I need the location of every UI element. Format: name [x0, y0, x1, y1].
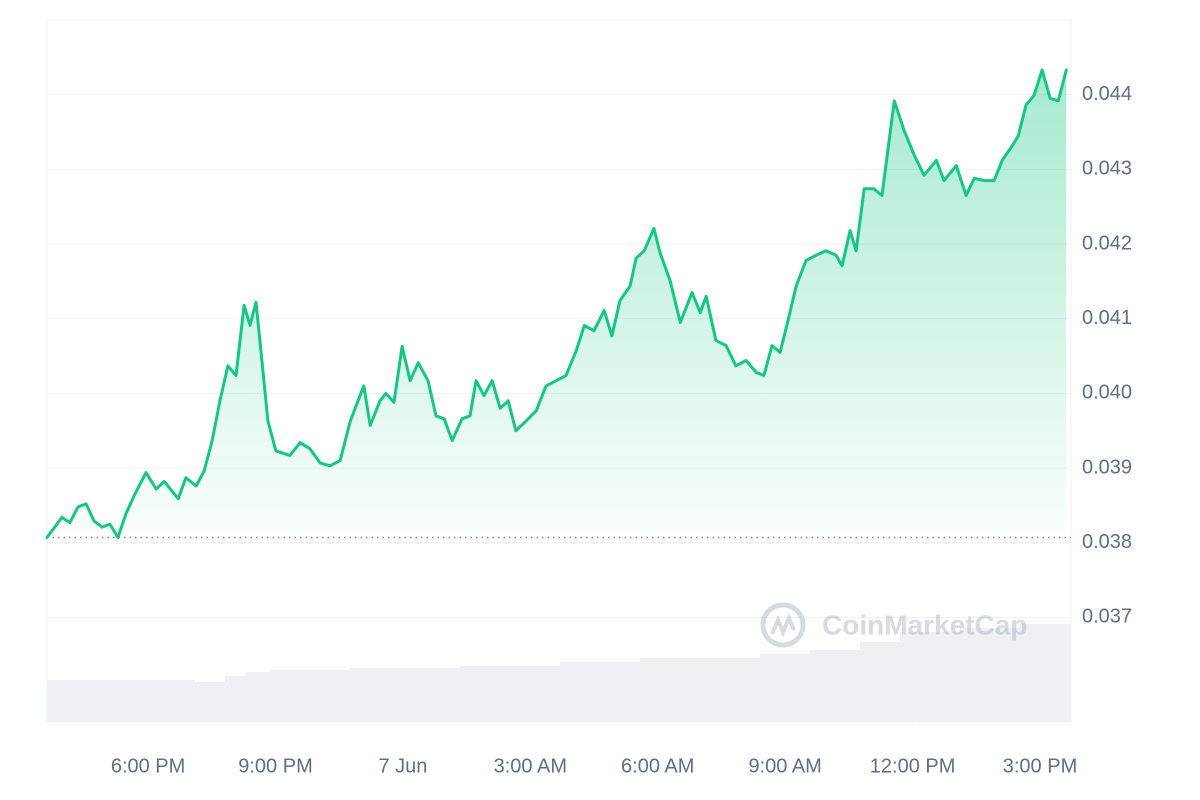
x-tick-label: 6:00 AM: [621, 755, 694, 777]
volume-area: [47, 624, 1071, 722]
x-tick-label: 3:00 AM: [494, 755, 567, 777]
labels: 0.037 0.038 0.039 0.040 0.041 0.042 0.043 0.044…: [111, 83, 1132, 777]
price-line: [45, 68, 1068, 539]
y-tick-label: 0.041: [1082, 307, 1132, 329]
x-tick-label: 3:00 PM: [1003, 755, 1077, 777]
x-tick-label: 12:00 PM: [870, 755, 956, 777]
watermark-logo-mark: [770, 612, 796, 638]
x-tick-label: 7 Jun: [378, 755, 427, 777]
y-tick-label: 0.037: [1082, 606, 1132, 628]
y-tick-label: 0.043: [1082, 158, 1132, 180]
x-tick-label: 6:00 PM: [111, 755, 185, 777]
watermark-logo: [760, 602, 806, 648]
y-tick-label: 0.040: [1082, 382, 1132, 404]
watermark-text: CoinMarketCap: [822, 609, 1027, 640]
price-area: [47, 70, 1067, 538]
y-tick-label: 0.044: [1082, 83, 1132, 105]
y-tick-label: 0.042: [1082, 232, 1132, 254]
x-tick-label: 9:00 AM: [748, 755, 821, 777]
watermark: CoinMarketCap: [760, 602, 1027, 648]
y-tick-label: 0.039: [1082, 456, 1132, 478]
y-tick-label: 0.038: [1082, 531, 1132, 553]
marks: [45, 68, 1071, 539]
x-tick-label: 9:00 PM: [238, 755, 312, 777]
